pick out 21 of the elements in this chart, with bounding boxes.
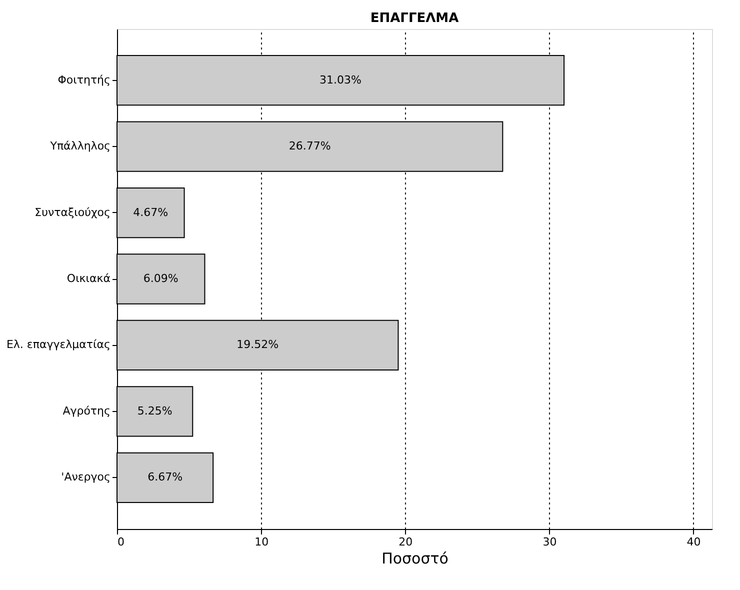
data-label: 6.09% (143, 272, 178, 285)
x-tick-label: 40 (686, 536, 701, 548)
data-label: 19.52% (236, 338, 279, 352)
data-label: 31.03% (320, 73, 362, 86)
y-tick-label: Φοιτητής (58, 73, 110, 86)
y-tick-label: Αγρότης (62, 404, 110, 418)
x-tick-label: 0 (118, 536, 124, 548)
x-tick-label: 30 (542, 536, 557, 548)
y-tick-label: Συνταξιούχος (34, 206, 110, 219)
data-label: 26.77% (288, 140, 331, 153)
data-label: 5.25% (137, 404, 172, 418)
y-tick-label: 'Ανεργος (61, 470, 110, 484)
y-tick-label: Υπάλληλος (49, 140, 110, 153)
data-label: 4.67% (133, 206, 168, 219)
y-tick-label: Οικιακά (66, 272, 110, 285)
x-axis-title: Ποσοστό (382, 550, 448, 568)
x-tick-label: 10 (254, 536, 269, 548)
y-tick-label: Ελ. επαγγελματίας (6, 338, 110, 352)
chart-title: ΕΠΑΓΓΕΛΜΑ (370, 11, 459, 26)
data-label: 6.67% (148, 470, 183, 484)
x-tick-label: 20 (398, 536, 413, 548)
